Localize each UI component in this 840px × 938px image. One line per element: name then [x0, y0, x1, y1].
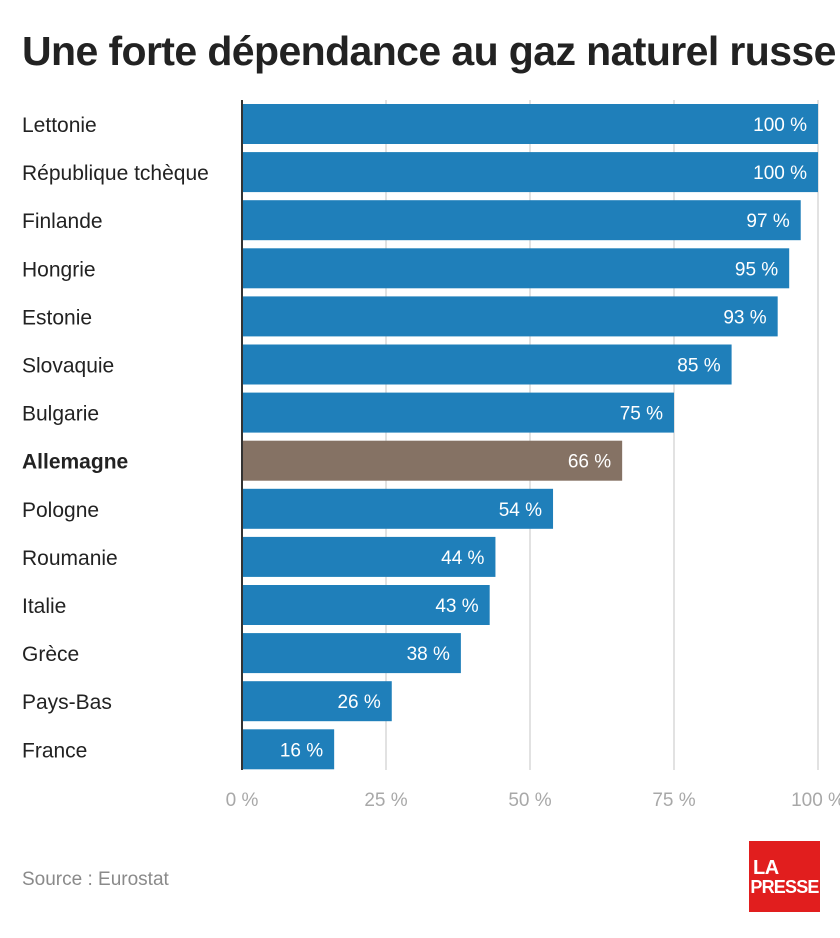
- value-label-13: 16 %: [280, 740, 323, 761]
- category-label-2: Finlande: [22, 210, 103, 233]
- bar-7: [242, 440, 623, 481]
- value-label-11: 38 %: [407, 644, 450, 665]
- bar-5: [242, 344, 732, 385]
- logo-line-1: LA: [753, 856, 779, 879]
- x-tick-label-3: 75 %: [652, 790, 695, 811]
- category-label-10: Italie: [22, 595, 66, 618]
- value-label-10: 43 %: [435, 596, 478, 617]
- category-label-11: Grèce: [22, 643, 79, 666]
- value-label-3: 95 %: [735, 259, 778, 280]
- value-label-8: 54 %: [499, 500, 542, 521]
- category-label-8: Pologne: [22, 499, 99, 522]
- value-label-0: 100 %: [753, 115, 807, 136]
- x-tick-label-4: 100 %: [791, 790, 840, 811]
- value-label-12: 26 %: [337, 692, 380, 713]
- bar-6: [242, 392, 674, 433]
- x-tick-label-2: 50 %: [508, 790, 551, 811]
- bar-3: [242, 248, 790, 289]
- source-note: Source : Eurostat: [22, 869, 169, 890]
- bar-11: [242, 633, 461, 674]
- bar-12: [242, 681, 392, 722]
- category-label-1: République tchèque: [22, 162, 209, 185]
- category-label-7: Allemagne: [22, 451, 128, 474]
- value-label-4: 93 %: [723, 307, 766, 328]
- category-label-0: Lettonie: [22, 114, 97, 137]
- bar-1: [242, 152, 818, 193]
- x-tick-label-0: 0 %: [226, 790, 259, 811]
- category-label-4: Estonie: [22, 306, 92, 329]
- logo-line-2: PRESSE: [750, 876, 819, 897]
- value-label-2: 97 %: [746, 211, 789, 232]
- category-label-12: Pays-Bas: [22, 691, 112, 714]
- bar-9: [242, 536, 496, 577]
- category-label-3: Hongrie: [22, 258, 96, 281]
- bar-chart: 100 % Lettonie 100 % République tchèque 97 %…: [22, 100, 840, 811]
- la-presse-logo: LA PRESSE: [749, 841, 820, 912]
- value-label-1: 100 %: [753, 163, 807, 184]
- category-label-9: Roumanie: [22, 547, 118, 570]
- x-tick-label-1: 25 %: [364, 790, 407, 811]
- bar-4: [242, 296, 778, 337]
- bar-10: [242, 585, 490, 625]
- category-label-5: Slovaquie: [22, 355, 114, 378]
- value-label-7: 66 %: [568, 452, 611, 473]
- bar-8: [242, 488, 554, 529]
- chart-title: Une forte dépendance au gaz naturel russ…: [22, 28, 836, 74]
- category-label-13: France: [22, 739, 87, 762]
- value-label-5: 85 %: [677, 356, 720, 377]
- value-label-6: 75 %: [620, 404, 663, 425]
- bar-2: [242, 200, 801, 241]
- value-label-9: 44 %: [441, 548, 484, 569]
- bar-0: [242, 104, 818, 144]
- bar-13: [242, 729, 335, 770]
- category-label-6: Bulgarie: [22, 403, 99, 426]
